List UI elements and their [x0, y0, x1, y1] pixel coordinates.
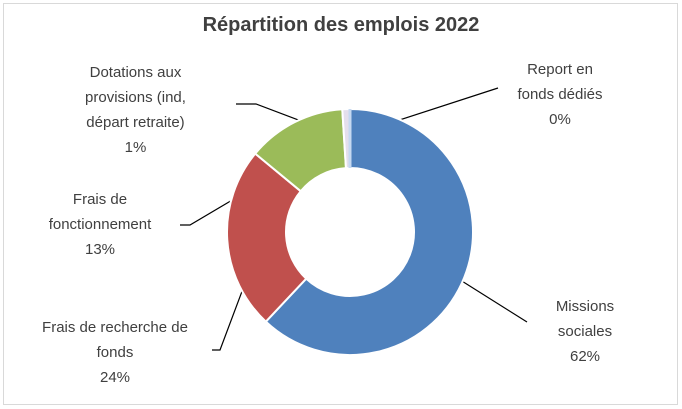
value-label: 1% — [124, 139, 147, 156]
value-label: 13% — [84, 241, 116, 258]
donut-slice — [226, 152, 308, 324]
data-label: Frais de fonctionnement 13% — [40, 187, 160, 262]
donut-slice — [264, 107, 474, 356]
data-label: Frais de recherche de fonds 24% — [40, 315, 190, 390]
data-label: Report en fonds dédiés 0% — [510, 57, 610, 132]
category-label: Report en fonds dédiés — [517, 61, 603, 103]
data-label: Dotations aux provisions (ind, départ re… — [68, 60, 203, 160]
value-label: 24% — [99, 369, 131, 386]
category-label: Dotations aux provisions (ind, départ re… — [85, 64, 186, 131]
data-label: Missions sociales 62% — [545, 294, 625, 369]
category-label: Frais de fonctionnement — [48, 191, 152, 233]
value-label: 0% — [549, 111, 571, 128]
value-label: 62% — [569, 348, 601, 365]
category-label: Frais de recherche de fonds — [42, 319, 188, 361]
category-label: Missions sociales — [555, 298, 615, 340]
slices — [226, 107, 474, 356]
chart-title: Répartition des emplois 2022 — [202, 14, 480, 36]
